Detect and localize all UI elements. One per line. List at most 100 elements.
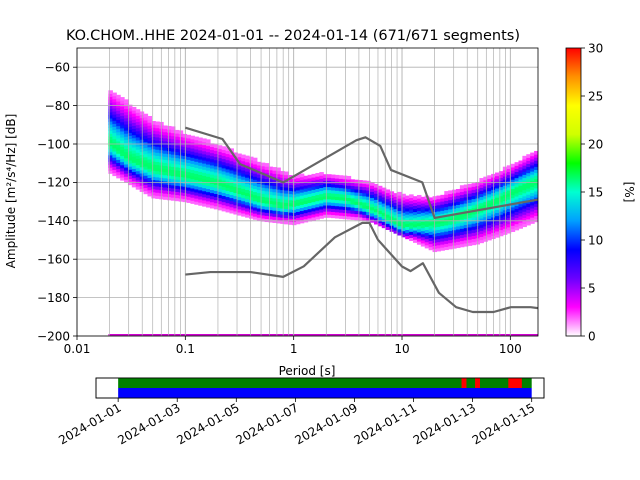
- heatmap-cell: [377, 207, 383, 211]
- heatmap-cell: [455, 232, 461, 236]
- heatmap-cell: [170, 129, 176, 134]
- heatmap-cell: [241, 185, 246, 189]
- heatmap-cell: [350, 207, 356, 211]
- heatmap-cell: [272, 200, 277, 205]
- heatmap-cell: [135, 182, 141, 187]
- heatmap-cell: [444, 243, 449, 247]
- heatmap-cell: [323, 214, 328, 218]
- heatmap-cell: [276, 213, 281, 218]
- heatmap-cell: [178, 161, 184, 165]
- heatmap-cell: [237, 193, 242, 198]
- heatmap-cell: [370, 194, 375, 199]
- heatmap-cell: [444, 234, 449, 238]
- heatmap-cell: [198, 159, 203, 163]
- heatmap-cell: [436, 241, 441, 246]
- heatmap-cell: [366, 217, 371, 222]
- heatmap-cell: [479, 236, 484, 241]
- heatmap-cell: [174, 129, 180, 134]
- heatmap-cell: [416, 216, 422, 221]
- heatmap-cell: [182, 198, 188, 203]
- heatmap-cell: [455, 228, 461, 233]
- heatmap-cell: [401, 227, 406, 232]
- heatmap-cell: [288, 199, 293, 204]
- heatmap-cell: [120, 140, 125, 144]
- heatmap-cell: [413, 226, 418, 231]
- heatmap-cell: [530, 189, 535, 194]
- heatmap-cell: [413, 214, 418, 219]
- heatmap-cell: [221, 158, 227, 163]
- heatmap-cell: [522, 214, 527, 218]
- heatmap-cell: [463, 199, 469, 204]
- heatmap-cell: [452, 217, 457, 222]
- timeline-row-bar: [118, 378, 532, 388]
- heatmap-cell: [319, 172, 324, 176]
- heatmap-cell: [237, 156, 242, 161]
- heatmap-cell: [479, 184, 484, 188]
- heatmap-cell: [342, 215, 348, 220]
- heatmap-cell: [241, 176, 246, 180]
- heatmap-cell: [268, 203, 274, 208]
- heatmap-cell: [131, 122, 137, 126]
- heatmap-cell: [124, 136, 129, 140]
- heatmap-cell: [498, 232, 504, 237]
- heatmap-cell: [315, 203, 320, 208]
- heatmap-cell: [354, 185, 359, 190]
- heatmap-cell: [467, 199, 473, 203]
- heatmap-cell: [440, 247, 445, 251]
- heatmap-cell: [498, 201, 504, 206]
- heatmap-cell: [252, 169, 258, 174]
- heatmap-cell: [440, 222, 445, 227]
- heatmap-cell: [245, 192, 250, 197]
- heatmap-cell: [131, 162, 137, 166]
- heatmap-cell: [307, 174, 313, 179]
- heatmap-cell: [424, 226, 430, 230]
- heatmap-cell: [167, 178, 172, 182]
- heatmap-cell: [194, 142, 199, 147]
- heatmap-cell: [350, 185, 356, 190]
- heatmap-cell: [495, 209, 500, 214]
- heatmap-cell: [276, 219, 281, 224]
- heatmap-cell: [190, 135, 195, 140]
- heatmap-cell: [342, 209, 348, 214]
- heatmap-cell: [510, 197, 516, 202]
- heatmap-cell: [479, 199, 484, 204]
- timeline-mark: [475, 378, 480, 388]
- heatmap-cell: [334, 187, 340, 191]
- heatmap-cell: [534, 181, 538, 186]
- heatmap-cell: [186, 165, 192, 170]
- heatmap-cell: [385, 223, 391, 227]
- heatmap-cell: [116, 159, 121, 163]
- heatmap-cell: [143, 156, 149, 161]
- heatmap-cell: [163, 137, 168, 142]
- heatmap-cell: [522, 198, 527, 203]
- heatmap-cell: [452, 223, 457, 228]
- heatmap-cell: [170, 160, 176, 164]
- heatmap-cell: [124, 170, 129, 174]
- heatmap-cell: [225, 190, 231, 195]
- heatmap-cell: [514, 192, 520, 197]
- heatmap-cell: [487, 181, 492, 186]
- heatmap-cell: [116, 125, 121, 130]
- heatmap-cell: [120, 127, 125, 132]
- heatmap-cell: [291, 193, 297, 198]
- heatmap-cell: [495, 215, 500, 220]
- heatmap-cell: [299, 195, 305, 199]
- heatmap-cell: [120, 152, 125, 157]
- heatmap-cell: [225, 187, 231, 191]
- heatmap-cell: [487, 221, 492, 226]
- heatmap-cell: [530, 195, 535, 200]
- heatmap-cell: [206, 148, 211, 153]
- heatmap-cell: [186, 196, 192, 200]
- heatmap-cell: [381, 212, 387, 216]
- heatmap-cell: [151, 145, 156, 150]
- heatmap-cell: [428, 228, 434, 232]
- heatmap-cell: [295, 217, 301, 222]
- heatmap-cell: [213, 162, 219, 167]
- heatmap-cell: [346, 175, 352, 180]
- heatmap-cell: [534, 163, 538, 167]
- heatmap-cell: [420, 212, 426, 216]
- heatmap-cell: [409, 212, 414, 217]
- heatmap-cell: [526, 194, 531, 198]
- heatmap-cell: [526, 181, 531, 186]
- heatmap-cell: [483, 219, 488, 224]
